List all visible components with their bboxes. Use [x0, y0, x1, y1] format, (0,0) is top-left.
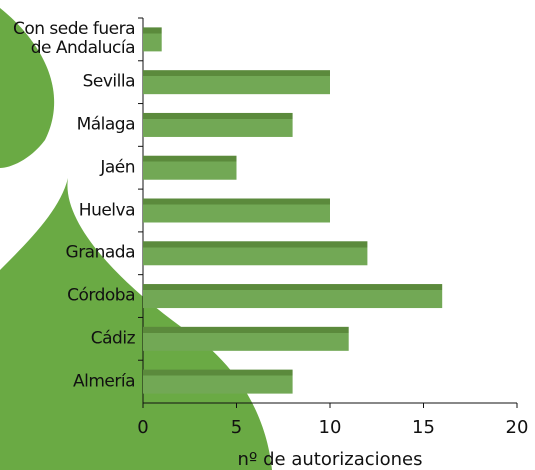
- bar: [143, 155, 237, 180]
- leaf-decoration: [0, 8, 55, 168]
- bar: [143, 241, 368, 266]
- y-tick-label: Córdoba: [67, 285, 135, 306]
- x-tick-label: 20: [506, 417, 529, 438]
- bar: [143, 369, 293, 394]
- y-tick-label: Málaga: [76, 114, 136, 135]
- y-tick-label: Con sede fuera de Andalucía: [12, 19, 136, 59]
- x-tick-label: 5: [231, 417, 242, 438]
- y-tick-label: Cádiz: [90, 328, 136, 349]
- bar: [143, 284, 443, 309]
- x-axis-title: nº de autorizaciones: [238, 449, 423, 470]
- y-tick-label: Huelva: [78, 200, 136, 220]
- bar: [143, 27, 162, 52]
- bar: [143, 112, 293, 137]
- y-tick-label: Sevilla: [82, 71, 136, 92]
- bar: [143, 326, 349, 351]
- bar: [143, 70, 330, 95]
- x-tick-label: 0: [137, 417, 148, 438]
- y-tick-label: Granada: [65, 242, 136, 263]
- leaf-decoration: [0, 178, 272, 470]
- x-tick-label: 10: [319, 417, 342, 438]
- y-tick-label: Jaén: [100, 157, 135, 178]
- y-tick-label: Almería: [72, 371, 136, 392]
- x-tick-label: 15: [412, 417, 435, 438]
- bar: [143, 198, 330, 223]
